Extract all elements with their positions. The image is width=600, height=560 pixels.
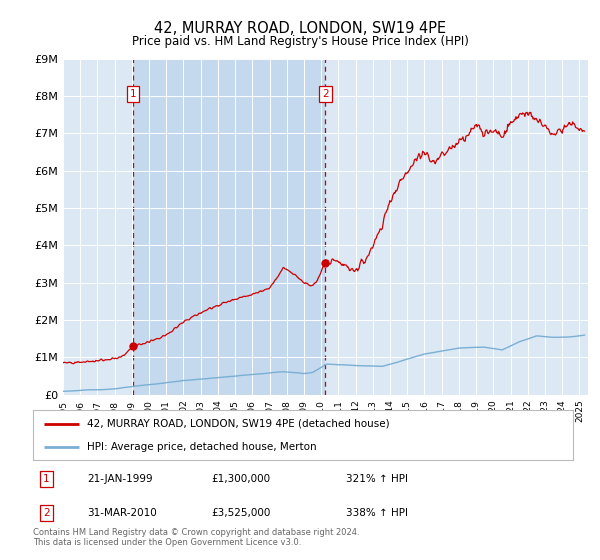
Text: 321% ↑ HPI: 321% ↑ HPI (346, 474, 408, 484)
Text: 21-JAN-1999: 21-JAN-1999 (87, 474, 152, 484)
Text: 2: 2 (43, 508, 50, 518)
Text: Price paid vs. HM Land Registry's House Price Index (HPI): Price paid vs. HM Land Registry's House … (131, 35, 469, 48)
Bar (133, 59, 325, 395)
Text: 2: 2 (322, 89, 329, 99)
Text: £3,525,000: £3,525,000 (211, 508, 271, 518)
Text: £1,300,000: £1,300,000 (211, 474, 271, 484)
Text: Contains HM Land Registry data © Crown copyright and database right 2024.
This d: Contains HM Land Registry data © Crown c… (33, 528, 359, 548)
Text: 42, MURRAY ROAD, LONDON, SW19 4PE (detached house): 42, MURRAY ROAD, LONDON, SW19 4PE (detac… (87, 418, 389, 428)
Text: 42, MURRAY ROAD, LONDON, SW19 4PE: 42, MURRAY ROAD, LONDON, SW19 4PE (154, 21, 446, 36)
Text: 338% ↑ HPI: 338% ↑ HPI (346, 508, 408, 518)
Text: 31-MAR-2010: 31-MAR-2010 (87, 508, 157, 518)
Text: HPI: Average price, detached house, Merton: HPI: Average price, detached house, Mert… (87, 442, 317, 452)
Text: 1: 1 (43, 474, 50, 484)
Text: 1: 1 (130, 89, 136, 99)
